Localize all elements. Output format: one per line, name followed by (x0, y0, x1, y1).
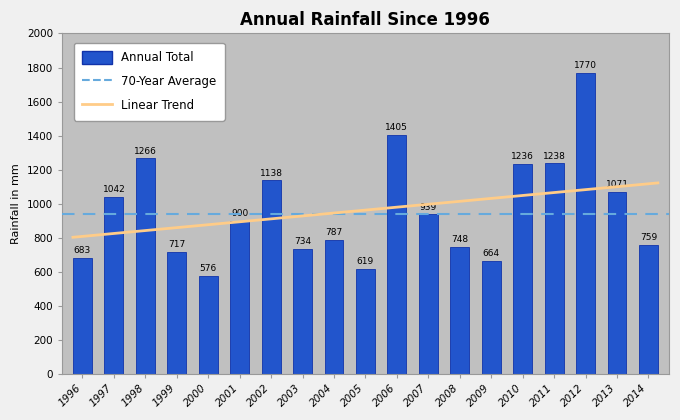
Y-axis label: Rainfall in mm: Rainfall in mm (11, 163, 21, 244)
Bar (73, 258, 92, 374)
Text: 734: 734 (294, 237, 311, 247)
Text: 1236: 1236 (511, 152, 534, 161)
Bar (293, 249, 312, 374)
Bar (450, 247, 469, 374)
Text: 717: 717 (168, 240, 186, 249)
Bar (513, 163, 532, 374)
Text: 576: 576 (199, 265, 217, 273)
Bar (262, 180, 281, 374)
Text: 1266: 1266 (134, 147, 156, 156)
Text: 1770: 1770 (574, 61, 597, 70)
Text: 1071: 1071 (605, 180, 628, 189)
Bar (576, 73, 595, 374)
Bar (639, 245, 658, 374)
Title: Annual Rainfall Since 1996: Annual Rainfall Since 1996 (241, 11, 490, 29)
Text: 939: 939 (420, 202, 437, 212)
Text: 1042: 1042 (103, 185, 125, 194)
Bar (136, 158, 155, 374)
Text: 683: 683 (73, 246, 91, 255)
Legend: Annual Total, 70-Year Average, Linear Trend: Annual Total, 70-Year Average, Linear Tr… (74, 43, 224, 121)
Text: 787: 787 (325, 228, 343, 237)
Text: 1405: 1405 (386, 123, 408, 132)
Text: 1138: 1138 (260, 169, 283, 178)
Text: 900: 900 (231, 209, 248, 218)
Bar (231, 221, 249, 374)
Bar (545, 163, 564, 374)
Text: 664: 664 (483, 249, 500, 258)
Bar (481, 261, 500, 374)
Bar (607, 192, 626, 374)
Bar (105, 197, 123, 374)
Bar (199, 276, 218, 374)
Bar (167, 252, 186, 374)
Bar (388, 135, 406, 374)
Text: 759: 759 (640, 233, 657, 242)
Text: 1238: 1238 (543, 152, 566, 161)
Bar (324, 240, 343, 374)
Text: 619: 619 (357, 257, 374, 266)
Bar (419, 214, 438, 374)
Bar (356, 269, 375, 374)
Text: 748: 748 (452, 235, 469, 244)
